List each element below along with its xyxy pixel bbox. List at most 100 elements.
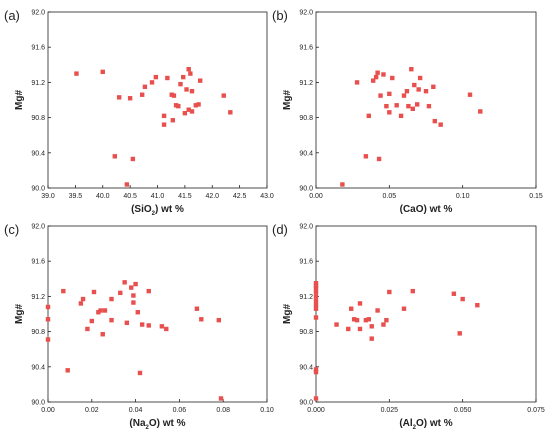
- data-point-c: [109, 296, 114, 302]
- data-point-a: [165, 75, 170, 81]
- data-point-b: [431, 84, 436, 89]
- data-point-d: [451, 291, 457, 296]
- data-point-c: [80, 296, 86, 302]
- data-point-c: [135, 310, 140, 315]
- data-point-a: [189, 89, 195, 94]
- data-point-b: [415, 102, 420, 107]
- x-tick-label-a: 39.0: [41, 193, 55, 200]
- data-point-a: [139, 92, 145, 97]
- data-point-b: [426, 103, 432, 109]
- x-tick-label-a: 40.0: [96, 193, 110, 200]
- panel-label-b: (b): [272, 8, 288, 23]
- data-point-d: [457, 331, 462, 336]
- data-point-b: [373, 74, 379, 80]
- y-tick-label-c: 90.0: [31, 400, 45, 407]
- data-point-a: [170, 118, 176, 123]
- data-point-b: [409, 67, 414, 72]
- y-axis-title-d: Mg#: [282, 304, 293, 324]
- x-tick-label-a: 42.0: [205, 193, 219, 200]
- data-point-c: [218, 396, 224, 401]
- data-point-a: [116, 95, 122, 100]
- data-point-c: [85, 326, 90, 332]
- y-tick-label-b: 90.4: [299, 150, 313, 157]
- y-tick-label-c: 91.2: [31, 294, 45, 301]
- panel-d: 0.000 0.025 0.050 0.075 90.0 90.4 90.8 91.2 91.6…: [272, 222, 545, 431]
- plot-frame-c: [47, 225, 268, 403]
- data-point-b: [371, 78, 376, 83]
- data-point-d: [401, 306, 407, 311]
- data-point-c: [61, 288, 66, 294]
- data-point-c: [65, 368, 70, 373]
- data-point-a: [161, 122, 167, 127]
- y-tick-label-a: 90.0: [31, 186, 45, 193]
- data-point-d: [313, 298, 319, 303]
- data-point-a: [186, 107, 191, 112]
- x-tick-label-c: 0.08: [216, 407, 230, 414]
- x-tick-label-b: 0.15: [529, 193, 543, 200]
- data-point-a: [186, 67, 191, 72]
- data-point-a: [189, 109, 195, 114]
- data-point-a: [100, 69, 105, 75]
- x-tick-label-b: 0.00: [309, 193, 323, 200]
- data-point-c: [89, 318, 94, 324]
- data-point-b: [417, 75, 423, 81]
- data-point-b: [478, 109, 483, 114]
- data-point-a: [176, 103, 181, 109]
- data-point-a: [112, 154, 117, 159]
- data-point-c: [118, 290, 123, 296]
- data-point-d: [313, 306, 319, 311]
- data-point-d: [369, 324, 374, 329]
- data-point-b: [406, 103, 411, 109]
- data-point-d: [381, 322, 386, 327]
- data-point-c: [45, 317, 51, 322]
- data-point-b: [423, 89, 429, 94]
- data-point-d: [313, 294, 319, 299]
- y-tick-label-a: 90.4: [31, 150, 45, 157]
- data-point-c: [78, 301, 84, 306]
- data-point-b: [384, 103, 389, 109]
- data-point-c: [133, 281, 138, 287]
- y-tick-label-b: 91.6: [299, 45, 313, 52]
- data-point-c: [216, 317, 222, 323]
- data-point-b: [340, 182, 345, 187]
- panel-label-d: (d): [272, 222, 288, 237]
- data-point-b: [375, 70, 380, 75]
- y-axis-title-c: Mg#: [14, 304, 25, 324]
- data-point-d: [460, 296, 465, 302]
- data-point-a: [178, 81, 183, 87]
- data-point-d: [375, 308, 380, 313]
- data-point-c: [100, 332, 105, 337]
- y-tick-label-c: 90.8: [31, 329, 45, 336]
- data-point-b: [366, 113, 371, 119]
- data-point-d: [387, 289, 392, 295]
- data-point-b: [387, 91, 392, 97]
- y-tick-label-d: 91.2: [299, 294, 313, 301]
- y-tick-label-d: 90.0: [299, 400, 313, 407]
- y-tick-label-d: 90.4: [299, 364, 313, 371]
- x-tick-label-c: 0.02: [85, 407, 99, 414]
- data-point-a: [221, 93, 226, 98]
- x-tick-label-c: 0.06: [173, 407, 187, 414]
- data-point-a: [182, 111, 188, 116]
- data-point-a: [171, 93, 177, 98]
- y-tick-label-b: 92.0: [299, 10, 313, 17]
- data-point-b: [378, 93, 383, 98]
- data-point-b: [416, 87, 421, 92]
- data-point-c: [131, 300, 136, 305]
- x-tick-label-c: 0.04: [129, 407, 143, 414]
- x-tick-label-a: 39.5: [69, 193, 83, 200]
- x-tick-label-d: 0.075: [527, 407, 545, 414]
- data-point-d: [369, 336, 374, 341]
- data-point-c: [45, 304, 51, 310]
- data-point-b: [438, 122, 443, 127]
- y-axis-title-b: Mg#: [282, 90, 293, 110]
- y-tick-label-d: 90.8: [299, 329, 313, 336]
- data-point-d: [313, 286, 319, 291]
- data-point-a: [153, 74, 159, 80]
- data-point-a: [184, 87, 189, 92]
- data-point-a: [130, 156, 136, 162]
- x-tick-label-d: 0.000: [307, 407, 325, 414]
- data-point-d: [384, 317, 389, 323]
- data-point-b: [381, 72, 386, 77]
